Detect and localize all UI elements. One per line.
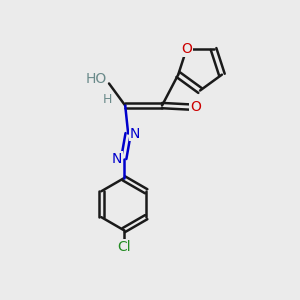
Text: N: N [112,152,122,166]
Text: Cl: Cl [117,240,130,254]
Text: HO: HO [85,72,106,86]
Text: N: N [129,127,140,140]
Text: H: H [103,93,112,106]
Text: O: O [181,42,192,56]
Text: O: O [190,100,201,114]
